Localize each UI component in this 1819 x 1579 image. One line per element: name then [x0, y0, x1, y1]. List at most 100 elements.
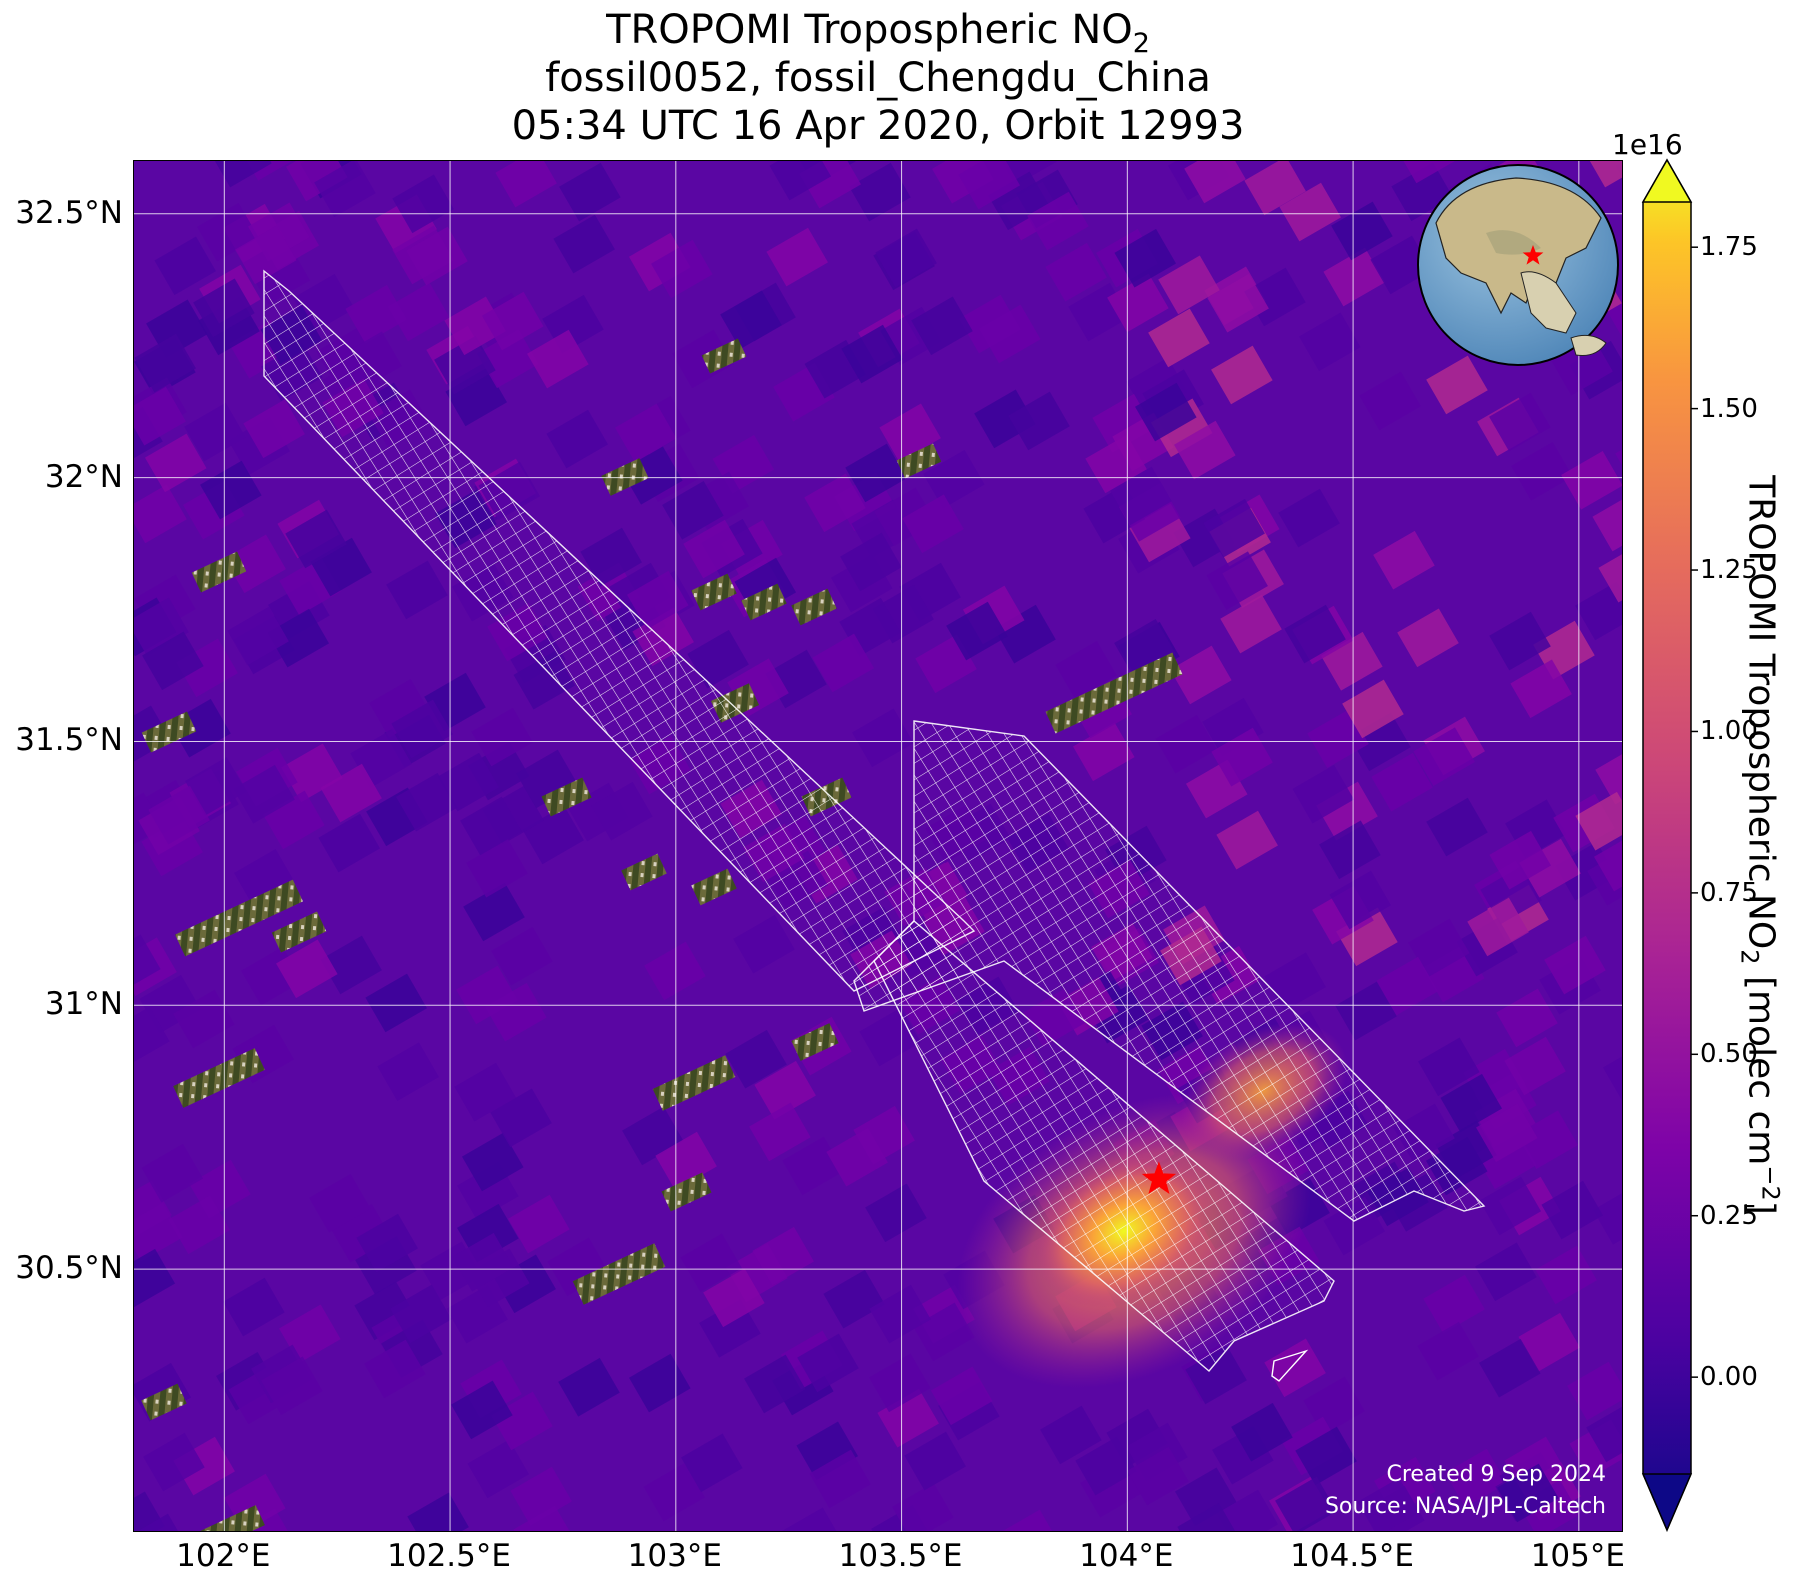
- no2-pixel: [365, 973, 427, 1033]
- no2-pixel: [356, 1213, 418, 1273]
- no2-pixel: [392, 174, 454, 234]
- no2-pixel: [310, 537, 372, 597]
- mesh-block-south: [873, 920, 1335, 1372]
- no2-pixel: [1519, 838, 1581, 898]
- satellite-image-patch: [173, 1048, 265, 1108]
- no2-pixel: [467, 1248, 530, 1308]
- satellite-image-patch: [791, 1023, 839, 1061]
- no2-pixel: [809, 1449, 871, 1509]
- colorbar-tick-label: 0.25: [1700, 1200, 1758, 1231]
- longitude-tick-label: 102°E: [176, 1538, 271, 1574]
- no2-pixel: [1396, 161, 1458, 184]
- no2-pixel: [904, 1431, 966, 1491]
- colorbar-label: TROPOMI Tropospheric NO2 [molec cm−2]: [1735, 475, 1785, 1215]
- no2-pixel: [1177, 1502, 1239, 1531]
- no2-pixel: [869, 1284, 931, 1344]
- colorbar-exponent: 1e16: [1612, 128, 1683, 161]
- no2-pixel: [733, 914, 795, 974]
- no2-pixel: [134, 1180, 172, 1240]
- no2-pixel: [1174, 1467, 1237, 1527]
- no2-pixel: [662, 480, 724, 540]
- no2-pixel: [754, 1060, 816, 1120]
- no2-pixel-layer: [134, 161, 1622, 1531]
- source-credit: Source: NASA/JPL-Caltech: [1324, 1494, 1606, 1519]
- no2-pixel: [461, 1132, 524, 1192]
- no2-pixel: [134, 333, 196, 393]
- no2-pixel: [1321, 631, 1383, 691]
- no2-pixel: [580, 527, 642, 587]
- no2-pixel: [1598, 543, 1622, 603]
- colorbar-max-extend: [1641, 158, 1693, 203]
- inset-globe: [1417, 164, 1619, 366]
- no2-pixel: [841, 324, 903, 384]
- no2-pixel: [396, 772, 458, 832]
- no2-pixel: [134, 386, 186, 446]
- target-marker-group: [1141, 1161, 1177, 1194]
- no2-pixel: [1511, 441, 1573, 501]
- no2-pixel: [923, 449, 985, 509]
- no2-pixel: [1371, 752, 1433, 812]
- no2-pixel: [234, 225, 297, 285]
- no2-pixel: [200, 460, 262, 520]
- no2-pixel: [134, 792, 164, 852]
- no2-pixel: [799, 161, 861, 209]
- no2-pixel: [703, 1268, 765, 1328]
- no2-pixel: [1417, 1321, 1479, 1381]
- no2-pixel: [1397, 608, 1459, 668]
- no2-pixel: [406, 226, 468, 286]
- satellite-image-patch: [1045, 652, 1183, 734]
- no2-pixel: [558, 1357, 620, 1417]
- no2-pixel: [452, 1232, 514, 1292]
- no2-pixel: [1541, 1180, 1604, 1240]
- no2-pixel: [176, 638, 238, 698]
- satellite-image-patch: [183, 1505, 265, 1531]
- no2-pixel: [1426, 355, 1488, 415]
- colorbar-tick-marks: [1691, 246, 1698, 1378]
- no2-pixel: [1148, 308, 1210, 368]
- no2-pixel: [460, 796, 522, 856]
- no2-pixel: [281, 743, 343, 803]
- no2-pixel: [276, 939, 338, 999]
- no2-pixel: [320, 935, 382, 995]
- no2-pixel: [185, 756, 247, 816]
- no2-pixel: [1174, 420, 1236, 480]
- no2-pixel: [224, 534, 286, 594]
- no2-pixel: [1008, 391, 1070, 451]
- no2-pixel: [354, 1281, 416, 1341]
- no2-pixel: [318, 813, 381, 873]
- no2-pixel: [1489, 392, 1551, 452]
- no2-pixel: [812, 633, 875, 693]
- no2-pixel: [1475, 1242, 1537, 1302]
- no2-pixel: [508, 1194, 570, 1254]
- no2-pixel: [1357, 1477, 1420, 1531]
- no2-map-panel[interactable]: Created 9 Sep 2024 Source: NASA/JPL-Calt…: [133, 160, 1623, 1532]
- colorbar-min-extend: [1641, 1473, 1693, 1532]
- no2-pixel: [1206, 551, 1268, 611]
- no2-pixel: [234, 848, 296, 908]
- no2-pixel: [845, 443, 907, 503]
- no2-pixel: [377, 1042, 439, 1102]
- no2-pixel: [1203, 498, 1265, 558]
- no2-pixel: [1489, 830, 1551, 890]
- no2-pixel: [134, 597, 189, 657]
- latitude-tick-label: 31.5°N: [15, 722, 123, 759]
- no2-pixel: [687, 629, 749, 689]
- no2-pixel: [1299, 312, 1361, 372]
- no2-pixel: [1170, 645, 1232, 705]
- no2-pixel: [875, 228, 937, 288]
- satellite-image-patch: [621, 853, 667, 891]
- colorbar-tick-label: 0.00: [1700, 1362, 1758, 1393]
- no2-pixel: [491, 1391, 553, 1451]
- satellite-image-patch: [691, 868, 737, 906]
- colorbar: [1641, 158, 1698, 1532]
- no2-pixel: [852, 708, 914, 768]
- satellite-image-patch: [701, 338, 747, 374]
- no2-pixel: [1114, 228, 1177, 288]
- no2-pixel: [1110, 466, 1172, 526]
- no2-pixel: [979, 304, 1041, 364]
- no2-pixel: [749, 1102, 811, 1162]
- no2-pixel: [1342, 679, 1404, 739]
- no2-pixel: [330, 1203, 392, 1263]
- no2-pixel: [1216, 810, 1278, 870]
- no2-pixel: [1185, 1345, 1247, 1405]
